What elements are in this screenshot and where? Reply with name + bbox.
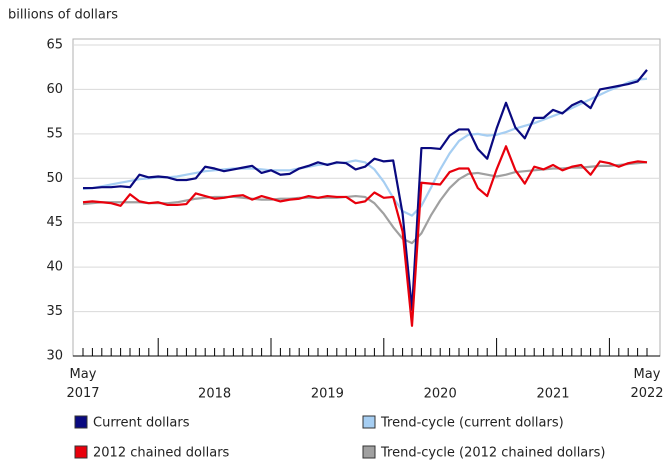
legend-label: Trend-cycle (current dollars) xyxy=(380,416,564,431)
series-line xyxy=(82,77,648,217)
legend-swatch xyxy=(74,445,88,459)
legend-label: Trend-cycle (2012 chained dollars) xyxy=(380,446,605,461)
y-tick-label: 45 xyxy=(46,215,63,230)
legend-swatch xyxy=(74,415,88,429)
x-tick-label: May 2017 xyxy=(66,367,100,401)
legend-label: 2012 chained dollars xyxy=(93,446,230,461)
y-tick-label: 55 xyxy=(46,126,63,141)
series-line xyxy=(83,69,648,311)
y-tick-label: 60 xyxy=(46,82,63,97)
legend-swatch xyxy=(362,445,376,459)
x-year-label: 2019 xyxy=(311,387,344,402)
y-tick-label: 40 xyxy=(46,260,63,275)
y-tick-label: 35 xyxy=(46,304,63,319)
series-line xyxy=(82,145,648,327)
x-year-label: 2020 xyxy=(424,387,457,402)
series-line xyxy=(82,161,648,245)
y-tick-label: 30 xyxy=(46,349,63,364)
legend-label: Current dollars xyxy=(93,416,190,431)
x-tick-label: May 2022 xyxy=(630,367,664,401)
x-year-label: 2021 xyxy=(536,387,569,402)
y-tick-label: 65 xyxy=(46,38,63,53)
y-axis-label: billions of dollars xyxy=(8,8,118,23)
legend-swatch xyxy=(362,415,376,429)
y-tick-label: 50 xyxy=(46,171,63,186)
x-year-label: 2018 xyxy=(198,387,231,402)
